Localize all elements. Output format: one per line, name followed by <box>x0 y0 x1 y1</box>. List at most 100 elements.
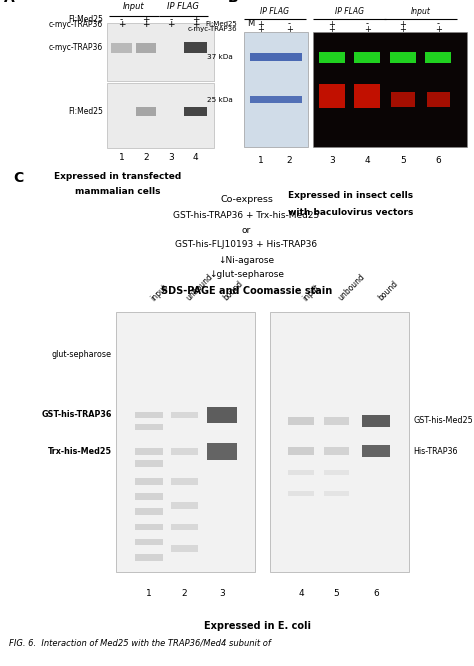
Text: +: + <box>400 25 406 34</box>
Bar <box>136 478 163 485</box>
Text: ↓glut-sepharose: ↓glut-sepharose <box>209 270 284 280</box>
Text: 4: 4 <box>193 153 199 162</box>
Text: +: + <box>286 25 292 34</box>
Text: +: + <box>328 25 335 34</box>
Text: 2: 2 <box>182 589 187 598</box>
Bar <box>319 85 345 108</box>
Text: unbound: unbound <box>337 272 367 303</box>
Text: His-TRAP36: His-TRAP36 <box>413 447 458 456</box>
Bar <box>136 43 156 53</box>
Bar <box>184 107 207 117</box>
Bar <box>354 85 380 108</box>
Bar <box>136 448 163 455</box>
Text: Expressed in E. coli: Expressed in E. coli <box>203 621 310 631</box>
Text: 5: 5 <box>400 157 406 165</box>
Text: IP FLAG: IP FLAG <box>167 2 199 11</box>
Text: -: - <box>288 19 291 29</box>
Bar <box>362 445 390 458</box>
Bar <box>107 23 214 81</box>
Text: glut-sepharose: glut-sepharose <box>52 350 111 359</box>
Text: B: B <box>228 0 238 5</box>
Text: Fl:Med25: Fl:Med25 <box>68 15 103 24</box>
Text: +: + <box>400 19 406 29</box>
Bar <box>390 52 416 63</box>
Bar <box>270 312 409 572</box>
Text: M: M <box>247 19 255 28</box>
Text: or: or <box>242 226 251 235</box>
Text: GST-his-TRAP36: GST-his-TRAP36 <box>41 410 111 420</box>
Text: A: A <box>4 0 15 5</box>
Text: mammalian cells: mammalian cells <box>74 187 160 196</box>
Bar <box>171 523 198 530</box>
Text: IP FLAG: IP FLAG <box>260 7 290 17</box>
Bar <box>324 448 349 455</box>
Text: c-myc-TRAP36: c-myc-TRAP36 <box>49 43 103 52</box>
Text: 25 kDa: 25 kDa <box>207 97 232 103</box>
Text: 3: 3 <box>219 589 225 598</box>
Bar <box>354 52 380 63</box>
Bar <box>250 97 302 103</box>
Bar <box>171 478 198 485</box>
Text: +: + <box>142 20 150 29</box>
Text: unbound: unbound <box>184 272 215 303</box>
Bar <box>171 412 198 418</box>
Text: +: + <box>167 20 175 29</box>
Bar <box>136 107 156 116</box>
Bar <box>171 502 198 509</box>
Text: SDS-PAGE and Coomassie stain: SDS-PAGE and Coomassie stain <box>161 286 332 296</box>
Text: c-myc-TRAP36: c-myc-TRAP36 <box>187 26 237 32</box>
Bar <box>184 43 207 53</box>
Text: 4: 4 <box>365 157 370 165</box>
Text: -: - <box>366 19 369 29</box>
Text: +: + <box>142 15 150 24</box>
Text: -: - <box>169 15 173 24</box>
Bar <box>207 406 237 423</box>
Bar <box>288 417 314 425</box>
Bar <box>425 52 451 63</box>
Text: 1: 1 <box>118 153 124 162</box>
Text: -: - <box>120 15 123 24</box>
Text: Trx-his-Med25: Trx-his-Med25 <box>47 447 111 456</box>
Text: ↓Ni-agarose: ↓Ni-agarose <box>219 256 274 265</box>
Text: +: + <box>328 19 335 29</box>
Text: +: + <box>192 15 200 24</box>
Text: C: C <box>13 171 23 185</box>
Bar <box>324 417 349 425</box>
Bar <box>111 43 132 53</box>
Bar <box>136 460 163 467</box>
Text: Expressed in transfected: Expressed in transfected <box>54 172 181 181</box>
Bar <box>136 412 163 418</box>
Text: 1: 1 <box>258 157 264 165</box>
Bar <box>136 508 163 515</box>
Text: IP FLAG: IP FLAG <box>335 7 364 17</box>
Text: 5: 5 <box>334 589 339 598</box>
Bar <box>288 491 314 496</box>
Text: 3: 3 <box>168 153 174 162</box>
Bar <box>324 491 349 496</box>
Bar <box>319 52 345 63</box>
Text: -: - <box>437 19 440 29</box>
Text: Co-express: Co-express <box>220 195 273 204</box>
Text: +: + <box>257 25 264 34</box>
Text: input: input <box>149 282 170 303</box>
Bar <box>250 53 302 61</box>
Text: Input: Input <box>411 7 430 17</box>
Bar <box>136 554 163 561</box>
Bar <box>207 443 237 460</box>
Text: c-myc-TRAP36: c-myc-TRAP36 <box>49 20 103 29</box>
Bar <box>136 539 163 545</box>
Text: +: + <box>192 20 200 29</box>
Text: 6: 6 <box>436 157 441 165</box>
Text: 2: 2 <box>286 157 292 165</box>
Bar <box>171 545 198 551</box>
Text: GST-his-TRAP36 + Trx-his-Med25: GST-his-TRAP36 + Trx-his-Med25 <box>173 210 319 220</box>
Bar <box>116 312 255 572</box>
Text: input: input <box>301 282 321 303</box>
Text: bound: bound <box>222 279 245 303</box>
Bar <box>288 470 314 475</box>
Text: FIG. 6.  Interaction of Med25 with the TRAP36/Med4 subunit of: FIG. 6. Interaction of Med25 with the TR… <box>9 639 271 648</box>
Text: 4: 4 <box>298 589 304 598</box>
Text: GST-his-Med25: GST-his-Med25 <box>413 416 473 426</box>
Text: GST-his-FLJ10193 + His-TRAP36: GST-his-FLJ10193 + His-TRAP36 <box>175 240 318 250</box>
Text: +: + <box>257 19 264 29</box>
